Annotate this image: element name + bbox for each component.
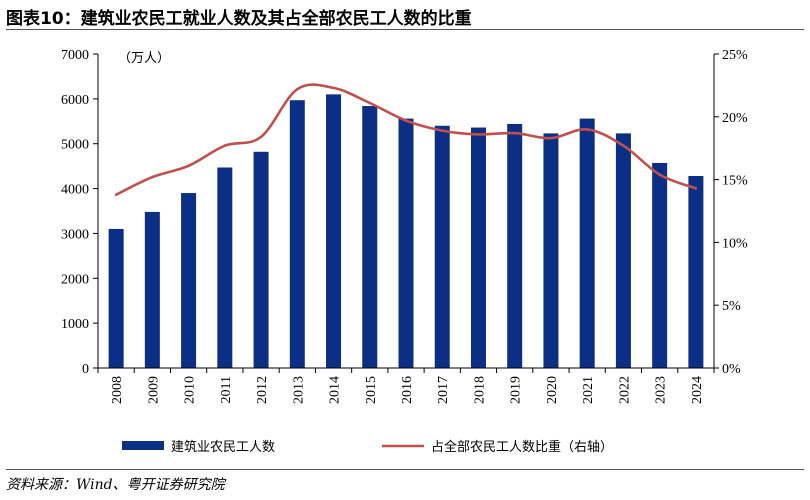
ratio-point-2011	[223, 144, 227, 147]
right-tick-label: 10%	[722, 236, 748, 251]
x-tick-label: 2010	[183, 376, 198, 404]
right-tick-label: 15%	[722, 174, 748, 189]
left-tick-label: 7000	[61, 48, 89, 63]
x-tick-label: 2024	[690, 376, 705, 404]
x-tick-label: 2021	[581, 376, 596, 404]
legend: 建筑业农民工人数 占全部农民工人数比重（右轴）	[122, 439, 613, 455]
source-rule	[6, 469, 804, 470]
left-tick-label: 2000	[61, 272, 89, 287]
bar-2024	[688, 176, 704, 368]
left-tick-label: 6000	[61, 93, 89, 108]
ratio-point-2023	[658, 173, 661, 176]
ratio-point-2016	[404, 119, 408, 122]
right-tick-label: 25%	[722, 48, 748, 63]
x-tick-label: 2022	[617, 376, 632, 404]
chart-title: 图表10：建筑业农民工就业人数及其占全部农民工人数的比重	[6, 9, 472, 29]
ratio-point-2018	[477, 133, 480, 136]
ratio-point-2021	[585, 128, 589, 131]
x-tick-label: 2008	[110, 376, 125, 404]
ratio-point-2022	[622, 144, 625, 147]
x-tick-label: 2020	[545, 376, 560, 404]
bar-2009	[144, 211, 160, 368]
x-tick-label: 2015	[364, 376, 379, 404]
right-tick-label: 0%	[722, 362, 741, 377]
bar-2015	[362, 106, 378, 368]
bar-2018	[470, 127, 486, 369]
bar-2017	[434, 125, 450, 369]
ratio-point-2024	[694, 187, 698, 190]
source-note: 资料来源：Wind、粤开证券研究院	[6, 477, 225, 493]
x-tick-label: 2011	[219, 376, 234, 403]
ratio-point-2010	[187, 164, 190, 168]
ratio-point-2017	[440, 129, 444, 132]
ratio-point-2012	[259, 135, 263, 139]
bar-2012	[253, 151, 269, 368]
bar-2014	[326, 94, 342, 368]
ratio-point-2015	[368, 101, 372, 105]
x-tick-label: 2009	[146, 376, 161, 404]
bar-2019	[507, 123, 523, 368]
bar-series	[108, 94, 704, 369]
ratio-point-2008	[114, 193, 118, 196]
legend-line-label: 占全部农民工人数比重（右轴）	[431, 439, 613, 455]
title-rule	[6, 29, 804, 30]
y-axis-unit-label: （万人）	[118, 51, 170, 66]
right-tick-label: 20%	[722, 111, 748, 126]
axes: 0 1000 2000 3000 4000 5000 6000 7000 0% 5% 10% 15% 2…	[61, 48, 748, 404]
bar-2013	[289, 100, 305, 369]
ratio-point-2020	[549, 136, 553, 140]
x-tick-label: 2017	[436, 376, 451, 404]
left-tick-label: 1000	[61, 317, 89, 332]
bar-2010	[181, 193, 197, 368]
x-tick-label: 2012	[255, 376, 270, 404]
x-tick-label: 2018	[472, 376, 487, 404]
legend-bar-label: 建筑业农民工人数	[171, 439, 275, 455]
bar-2011	[217, 167, 233, 368]
ratio-point-2014	[332, 86, 335, 90]
bar-2016	[398, 118, 414, 368]
x-tick-label: 2019	[509, 376, 524, 404]
ratio-point-2013	[295, 87, 299, 91]
line-series	[114, 83, 698, 196]
bar-2023	[652, 163, 668, 368]
right-tick-label: 5%	[722, 299, 741, 314]
bar-2022	[615, 133, 631, 368]
bar-2021	[579, 118, 595, 368]
x-tick-label: 2023	[654, 376, 669, 404]
legend-bar-swatch	[122, 441, 164, 450]
x-tick-label: 2014	[328, 376, 343, 404]
left-tick-label: 0	[82, 362, 89, 377]
bar-2020	[543, 133, 559, 368]
x-tick-label: 2013	[291, 376, 306, 404]
left-tick-label: 3000	[61, 227, 89, 242]
ratio-point-2019	[513, 131, 517, 135]
x-tick-label: 2016	[400, 376, 415, 404]
left-tick-label: 4000	[61, 183, 89, 198]
left-tick-label: 5000	[61, 138, 89, 153]
bar-2008	[108, 228, 124, 368]
ratio-point-2009	[151, 175, 154, 179]
